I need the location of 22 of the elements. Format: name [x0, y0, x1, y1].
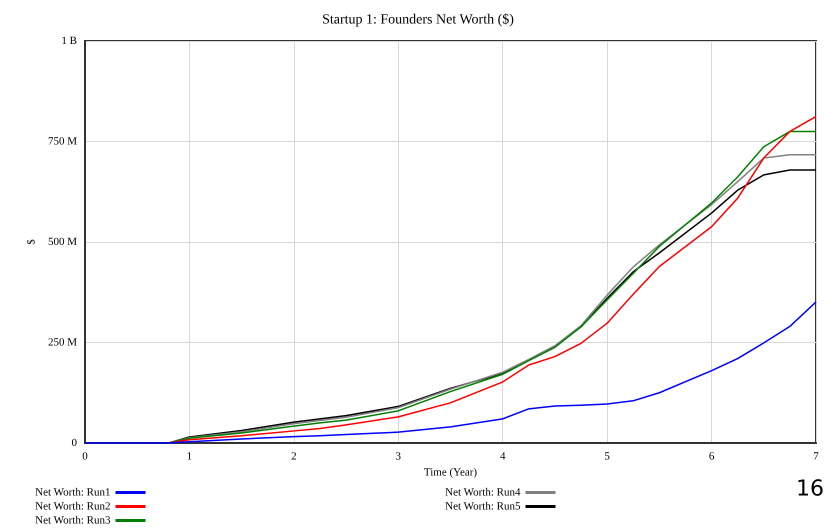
x-tick-label: 6: [708, 450, 715, 462]
x-tick-label: 0: [82, 450, 88, 462]
legend-label: Net Worth: Run4: [445, 486, 521, 498]
chart-title: Startup 1: Founders Net Worth ($): [322, 12, 514, 28]
x-tick-label: 2: [291, 450, 297, 462]
y-tick-label: 500 M: [48, 236, 78, 248]
y-tick-label: 750 M: [48, 136, 78, 148]
x-tick-label: 1: [186, 450, 192, 462]
legend-label: Net Worth: Run3: [35, 514, 111, 526]
y-tick-label: 0: [72, 437, 78, 449]
x-tick-label: 7: [813, 450, 820, 462]
y-axis-title: $: [26, 238, 38, 245]
text: 16: [796, 476, 824, 502]
y-tick-label: 1 B: [61, 35, 77, 47]
legend-label: Net Worth: Run5: [445, 500, 521, 512]
y-tick-label: 250 M: [48, 336, 78, 348]
x-tick-label: 3: [396, 450, 402, 462]
x-axis-title: Time (Year): [424, 466, 478, 478]
legend-label: Net Worth: Run1: [35, 486, 110, 498]
legend-label: Net Worth: Run2: [35, 500, 110, 512]
x-tick-label: 4: [500, 450, 506, 462]
x-tick-label: 5: [604, 450, 610, 462]
